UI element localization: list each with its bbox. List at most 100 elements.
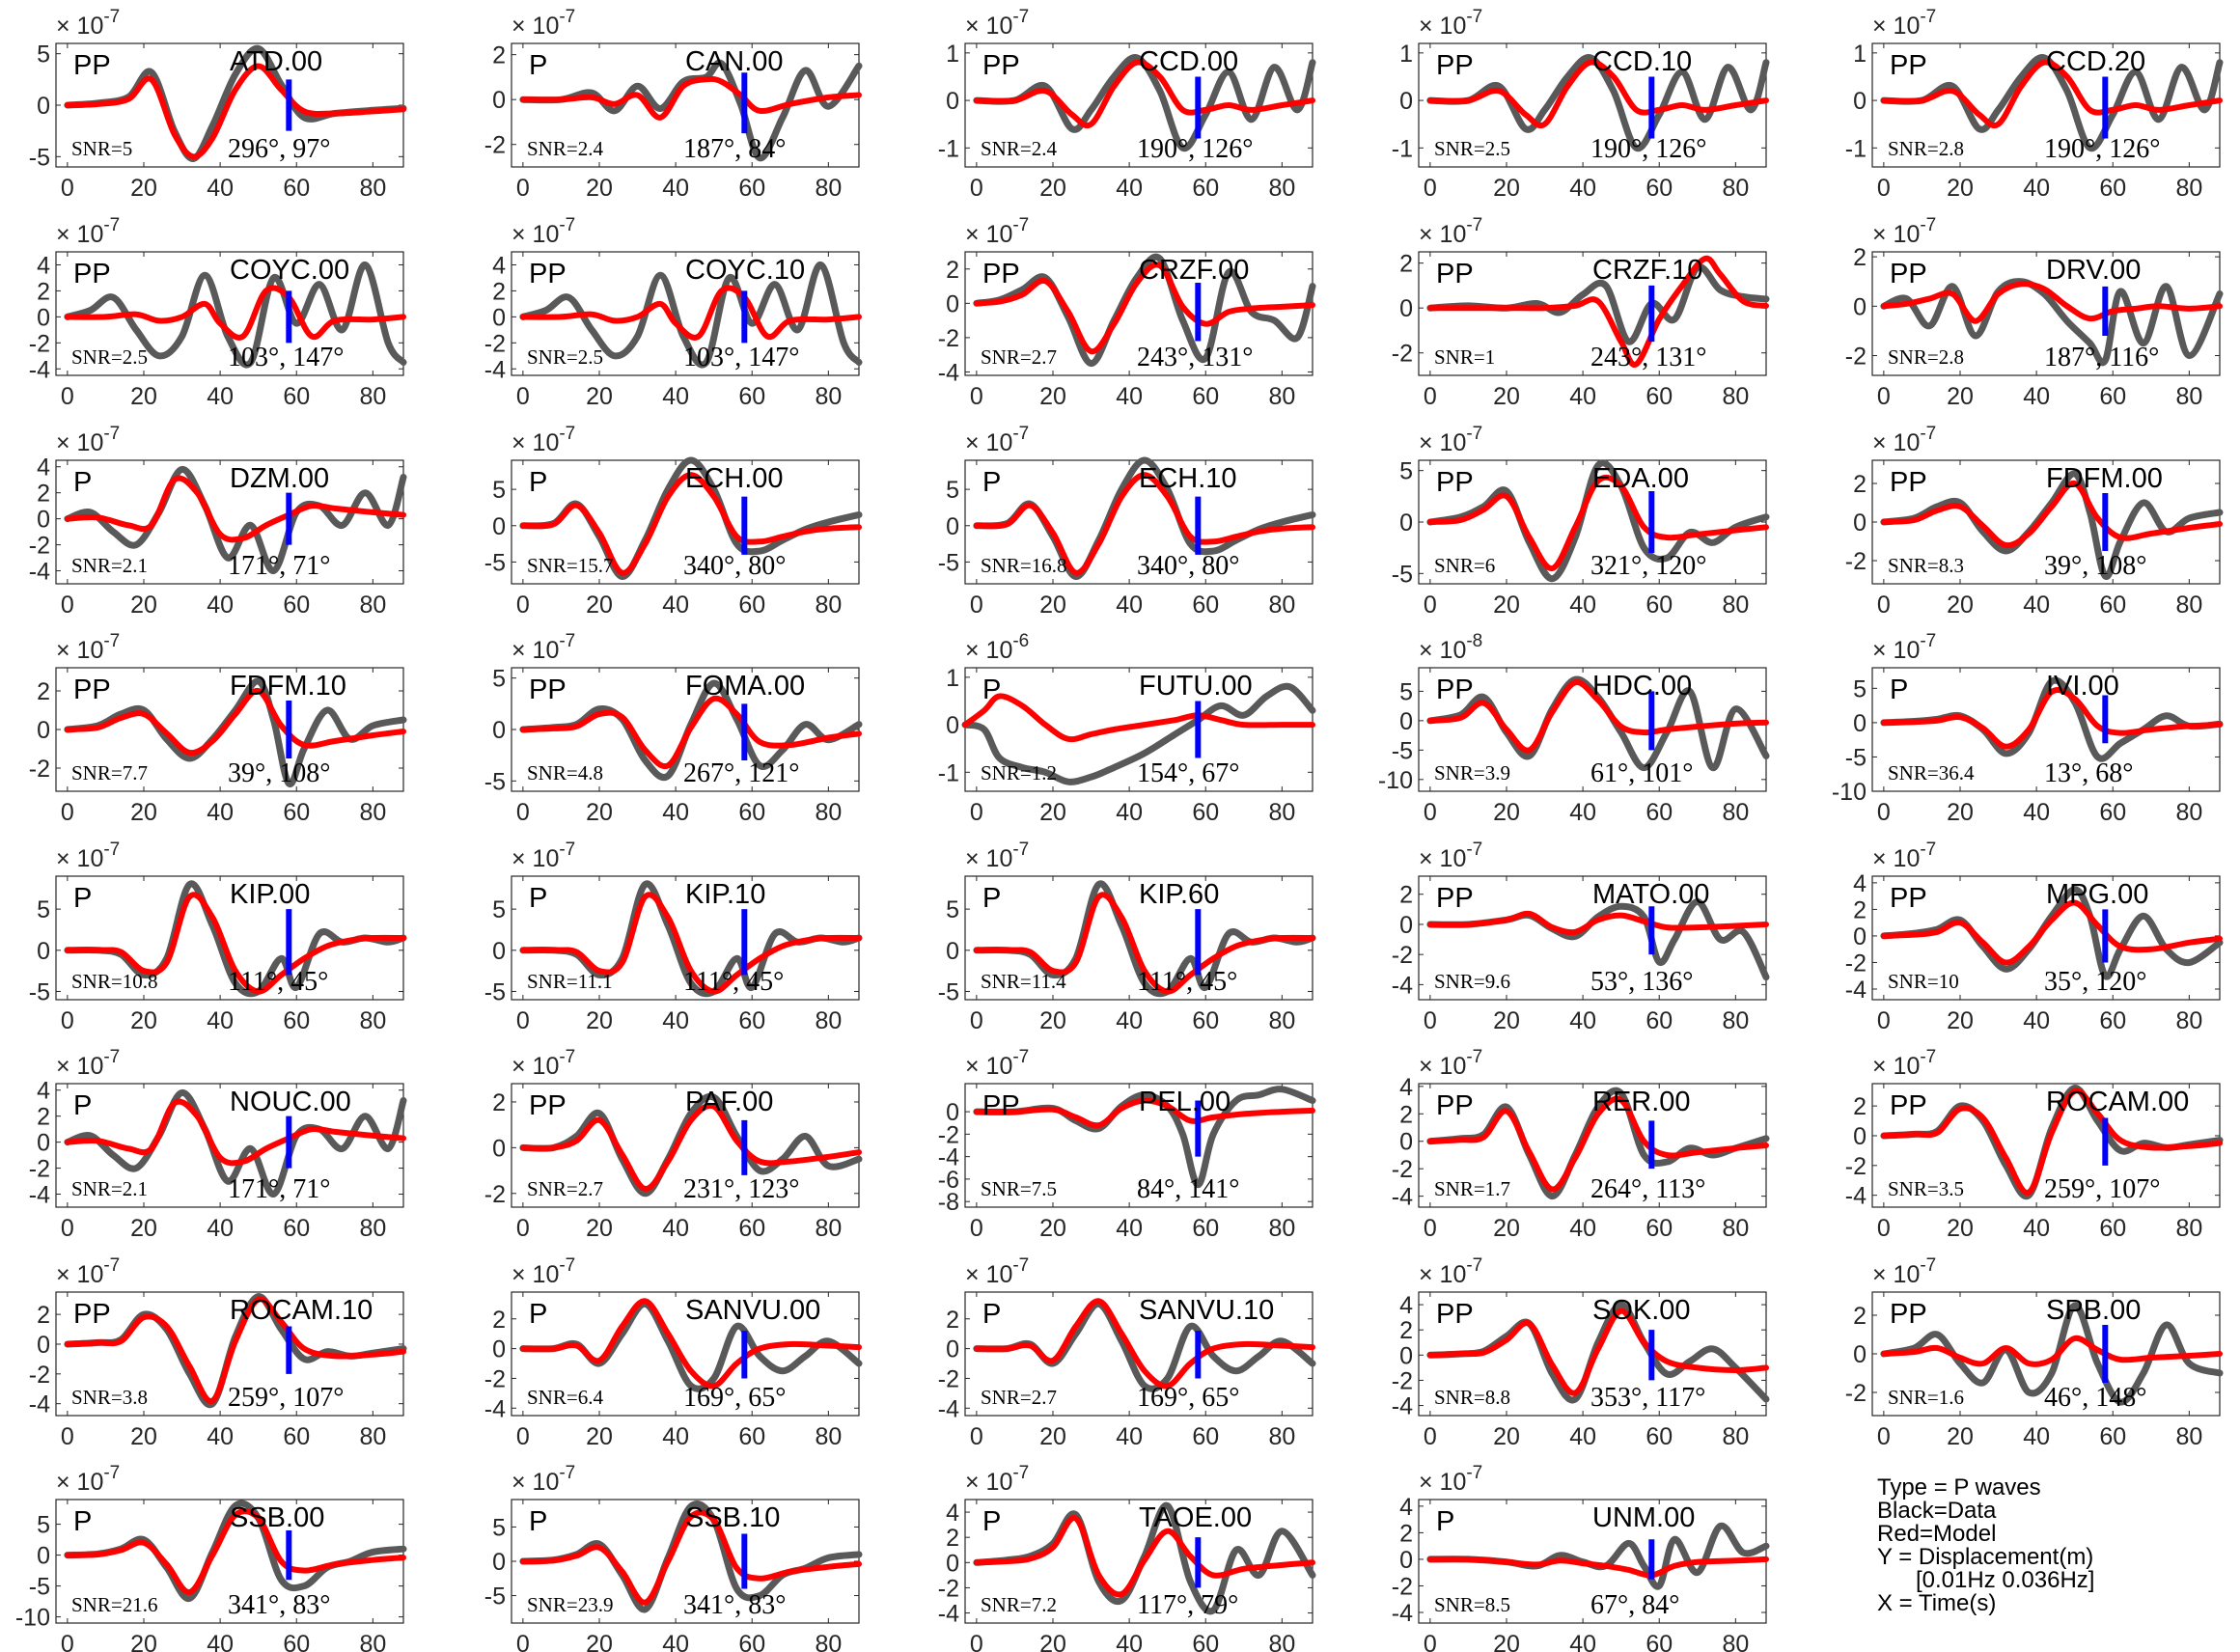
x-tick-label: 40 xyxy=(1569,1423,1596,1450)
phase-label: PP xyxy=(1890,1299,1927,1330)
x-tick-label: 40 xyxy=(1569,383,1596,410)
x-tick-label: 40 xyxy=(1569,1631,1596,1652)
y-exponent-label: × 10-7 xyxy=(1419,424,1482,456)
y-tick-label: 2 xyxy=(37,278,50,305)
model-trace-ccd-10 xyxy=(1426,59,1769,129)
phase-label: PP xyxy=(982,1090,1020,1121)
y-tick-label: -2 xyxy=(1845,950,1867,977)
x-tick-label: 0 xyxy=(1877,1215,1891,1242)
x-tick-label: 0 xyxy=(1877,592,1891,619)
y-tick-label: 2 xyxy=(492,42,506,69)
snr-label: SNR=2.7 xyxy=(981,345,1057,369)
station-label: COYC.10 xyxy=(685,255,805,286)
x-tick-label: 80 xyxy=(2175,383,2202,410)
model-trace-coyc-10 xyxy=(519,285,862,341)
x-tick-label: 20 xyxy=(1493,1423,1520,1450)
x-tick-label: 80 xyxy=(359,1631,386,1652)
y-tick-label: 0 xyxy=(946,1336,959,1363)
x-tick-label: 40 xyxy=(2023,383,2050,410)
snr-label: SNR=1.2 xyxy=(981,761,1057,785)
y-tick-label: 2 xyxy=(492,278,506,305)
station-label: CRZF.00 xyxy=(1139,255,1249,286)
azimuth-distance-label: 169°, 65° xyxy=(683,1383,786,1413)
x-tick-label: 60 xyxy=(1192,1007,1219,1034)
x-tick-label: 0 xyxy=(1877,1007,1891,1034)
y-tick-label: 0 xyxy=(1399,1342,1413,1369)
x-tick-label: 40 xyxy=(1569,175,1596,202)
snr-label: SNR=6 xyxy=(1434,554,1495,577)
model-trace-ech-10 xyxy=(973,472,1315,576)
x-tick-label: 20 xyxy=(1947,1215,1974,1242)
snr-label: SNR=3.8 xyxy=(71,1386,148,1409)
y-exponent-label: × 10-7 xyxy=(965,840,1029,872)
phase-label: PP xyxy=(1436,883,1474,914)
y-tick-label: 4 xyxy=(1399,1494,1413,1521)
panel-axes-crzf-00 xyxy=(964,251,1314,376)
y-tick-label: -4 xyxy=(29,559,50,586)
azimuth-distance-label: 340°, 80° xyxy=(683,551,786,581)
y-exponent-label: × 10-7 xyxy=(965,1463,1029,1496)
model-trace-eda-00 xyxy=(1426,474,1769,571)
model-trace-ccd-00 xyxy=(973,59,1315,129)
x-tick-label: 0 xyxy=(1877,799,1891,826)
data-trace-eda-00 xyxy=(1426,459,1770,583)
data-trace-paf-00 xyxy=(519,1092,863,1198)
x-tick-label: 20 xyxy=(586,799,613,826)
panel-axes-crzf-10 xyxy=(1418,251,1767,376)
panel-axes-dzm-00 xyxy=(55,459,404,585)
phase-label: P xyxy=(529,467,547,498)
azimuth-distance-label: 171°, 71° xyxy=(228,551,330,581)
x-tick-label: 60 xyxy=(1192,1423,1219,1450)
snr-label: SNR=11.4 xyxy=(981,970,1066,993)
y-tick-label: -5 xyxy=(484,549,506,576)
y-tick-label: -6 xyxy=(938,1167,959,1194)
y-tick-label: 5 xyxy=(492,1514,506,1541)
x-tick-label: 0 xyxy=(970,1423,983,1450)
snr-label: SNR=2.4 xyxy=(527,137,603,160)
azimuth-distance-label: 111°, 45° xyxy=(683,967,784,997)
legend-data: Black=Data xyxy=(1877,1498,1997,1524)
phase-label: P xyxy=(982,675,1001,705)
x-tick-label: 0 xyxy=(61,799,74,826)
x-tick-label: 0 xyxy=(516,383,530,410)
x-tick-label: 80 xyxy=(359,799,386,826)
y-tick-label: -5 xyxy=(1845,744,1867,771)
x-tick-label: 60 xyxy=(738,1631,765,1652)
phase-label: PP xyxy=(1436,50,1474,81)
panel-axes-coyc-10 xyxy=(511,251,860,376)
y-tick-label: -2 xyxy=(1392,1573,1413,1600)
x-tick-label: 60 xyxy=(1645,1631,1673,1652)
model-trace-fdfm-00 xyxy=(1880,480,2223,549)
azimuth-distance-label: 46°, 148° xyxy=(2044,1383,2146,1413)
x-tick-label: 80 xyxy=(815,1007,842,1034)
panel-axes-paf-00 xyxy=(511,1083,860,1208)
snr-label: SNR=8.8 xyxy=(1434,1386,1510,1409)
y-tick-label: 5 xyxy=(1399,678,1413,705)
y-tick-label: 0 xyxy=(492,513,506,540)
x-tick-label: 60 xyxy=(283,799,310,826)
y-tick-label: -4 xyxy=(1392,1184,1413,1211)
x-tick-label: 0 xyxy=(61,1631,74,1652)
snr-label: SNR=1.6 xyxy=(1888,1386,1964,1409)
station-label: ROCAM.10 xyxy=(230,1295,373,1326)
x-tick-label: 0 xyxy=(970,175,983,202)
x-tick-label: 20 xyxy=(1493,799,1520,826)
station-label: SOK.00 xyxy=(1592,1295,1691,1326)
phase-label: P xyxy=(73,467,92,498)
x-tick-label: 40 xyxy=(1569,799,1596,826)
y-tick-label: 0 xyxy=(37,1130,50,1157)
y-tick-label: 0 xyxy=(492,1135,506,1162)
x-tick-label: 0 xyxy=(970,1215,983,1242)
x-tick-label: 0 xyxy=(1424,383,1437,410)
x-tick-label: 0 xyxy=(970,592,983,619)
y-exponent-label: × 10-7 xyxy=(56,840,120,872)
x-tick-label: 60 xyxy=(2099,383,2126,410)
azimuth-distance-label: 353°, 117° xyxy=(1590,1383,1705,1413)
snr-label: SNR=2.5 xyxy=(1434,137,1510,160)
x-tick-label: 20 xyxy=(586,383,613,410)
station-label: DRV.00 xyxy=(2046,255,2141,286)
data-trace-coyc-10 xyxy=(519,261,863,369)
azimuth-distance-label: 259°, 107° xyxy=(228,1383,344,1413)
azimuth-distance-label: 61°, 101° xyxy=(1590,758,1693,788)
y-tick-label: -2 xyxy=(1392,942,1413,969)
